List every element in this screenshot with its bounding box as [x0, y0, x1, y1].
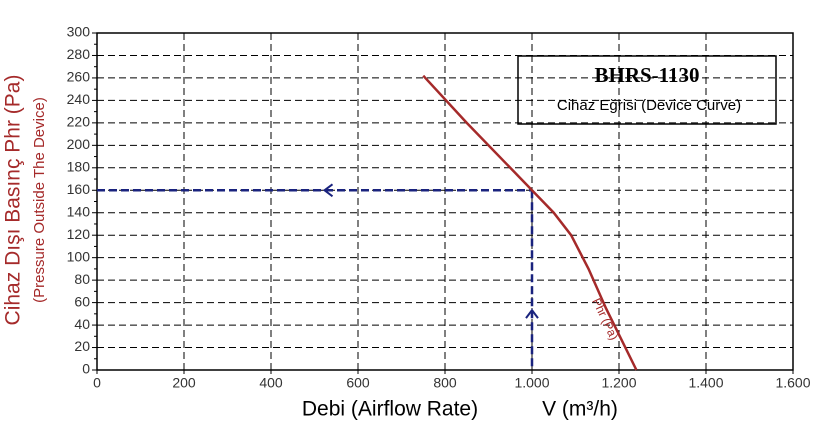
legend-box	[517, 55, 777, 125]
guide-arrow	[322, 183, 334, 198]
x-axis-label: Debi (Airflow Rate)	[302, 398, 478, 421]
y-tick-label: 240	[67, 91, 91, 107]
x-tick-label: 1.000	[514, 375, 549, 391]
y-tick-label: 260	[67, 69, 91, 85]
y-tick-label: 180	[67, 159, 91, 175]
x-tick-label: 1.600	[775, 375, 810, 391]
y-tick-label: 20	[74, 338, 90, 354]
x-tick-label: 200	[172, 375, 196, 391]
x-tick-label: 600	[346, 375, 370, 391]
x-tick-label: 400	[259, 375, 283, 391]
plot-frame	[96, 32, 794, 371]
x-tick-label: 1.400	[688, 375, 723, 391]
y-axis-label: Cihaz Dışı Basınç Phr (Pa)	[2, 75, 25, 326]
y-tick-label: 160	[67, 181, 91, 197]
y-tick-label: 280	[67, 46, 91, 62]
y-tick-label: 220	[67, 114, 91, 130]
y-tick-label: 140	[67, 203, 91, 219]
y-tick-label: 120	[67, 226, 91, 242]
y-tick-label: 80	[74, 271, 90, 287]
x-tick-label: 0	[93, 375, 101, 391]
y-tick-label: 100	[67, 248, 91, 264]
x-axis-unit: V (m³/h)	[542, 398, 618, 421]
x-tick-label: 1.200	[601, 375, 636, 391]
chart-subtitle: Cihaz Eğrisi (Device Curve)	[557, 97, 741, 114]
y-axis-sublabel: (Pressure Outside The Device)	[31, 97, 48, 303]
y-tick-label: 0	[82, 361, 90, 377]
x-tick-label: 800	[433, 375, 457, 391]
guide-arrow	[525, 308, 539, 319]
y-tick-label: 40	[74, 316, 90, 332]
y-tick-label: 300	[67, 24, 91, 40]
y-tick-label: 60	[74, 293, 90, 309]
data-line	[422, 74, 638, 371]
y-tick-label: 200	[67, 136, 91, 152]
chart-title: BHRS-1130	[594, 63, 699, 87]
